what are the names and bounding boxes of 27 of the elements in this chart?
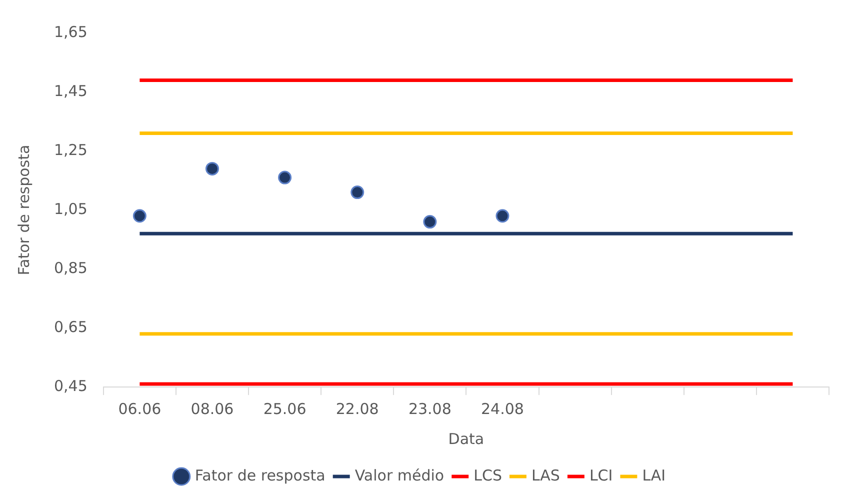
legend-label: LAS [531,466,560,484]
legend-label: Valor médio [354,466,444,484]
y-tick-label: 1,25 [54,140,88,159]
point [423,215,437,229]
y-tick-label: 1,05 [54,200,88,218]
y-tick-label: 0,65 [54,318,88,336]
x-tick-label: 08.06 [190,400,234,418]
point [350,186,364,200]
point [132,209,146,223]
y-tick-label: 0,45 [54,376,88,395]
y-tick-label: 1,65 [54,22,88,41]
y-tick-label: 1,45 [54,82,88,100]
x-tick-label: 24.08 [481,400,524,418]
x-tick-label: 25.06 [263,400,306,418]
x-tick-label: 22.08 [336,400,379,418]
legend-label: LAI [642,466,666,484]
y-tick-label: 0,85 [54,258,88,277]
x-axis-title: Data [448,430,484,448]
y-axis-title: Fator de resposta [14,144,33,276]
legend-label: LCS [474,466,502,484]
point [496,209,510,223]
point [205,162,219,176]
x-tick-label: 23.08 [408,400,452,418]
point [278,170,292,184]
x-tick-label: 06.06 [118,400,162,418]
legend-label: LCI [589,466,613,484]
legend-label: Fator de resposta [194,466,326,484]
